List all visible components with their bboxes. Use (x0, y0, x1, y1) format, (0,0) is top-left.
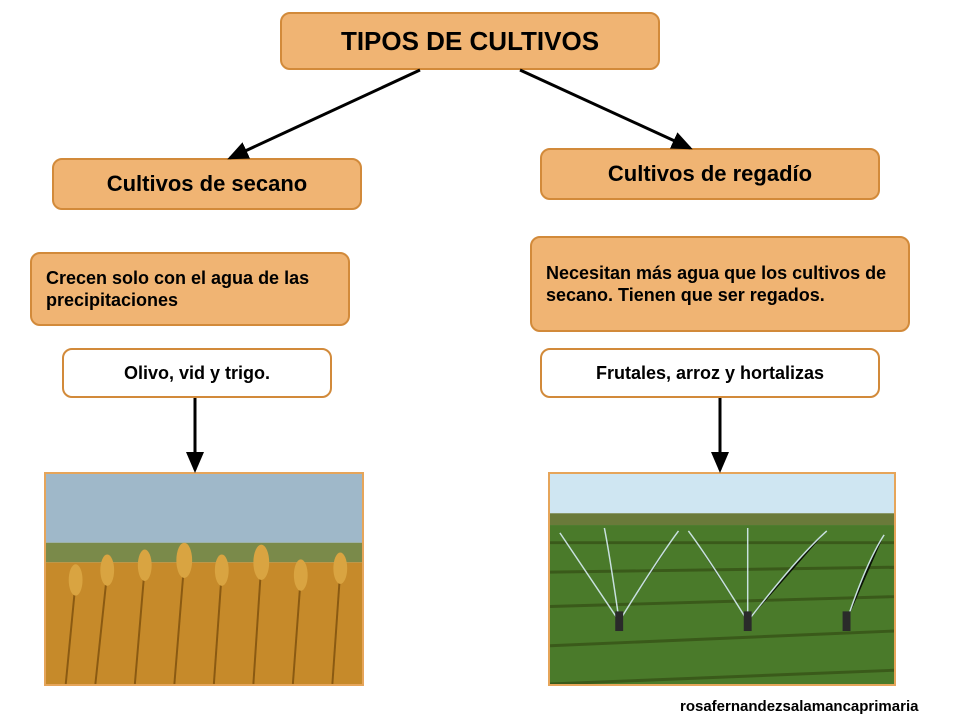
right-image (548, 472, 896, 686)
right-heading: Cultivos de regadío (540, 148, 880, 200)
credit-text: rosafernandezsalamancaprimaria (680, 698, 918, 715)
right-description: Necesitan más agua que los cultivos de s… (530, 236, 910, 332)
wheat-field-illustration (46, 474, 362, 684)
left-image (44, 472, 364, 686)
left-examples: Olivo, vid y trigo. (62, 348, 332, 398)
irrigation-field-illustration (550, 474, 894, 684)
left-heading: Cultivos de secano (52, 158, 362, 210)
diagram-title: TIPOS DE CULTIVOS (280, 12, 660, 70)
right-examples: Frutales, arroz y hortalizas (540, 348, 880, 398)
left-description: Crecen solo con el agua de las precipita… (30, 252, 350, 326)
